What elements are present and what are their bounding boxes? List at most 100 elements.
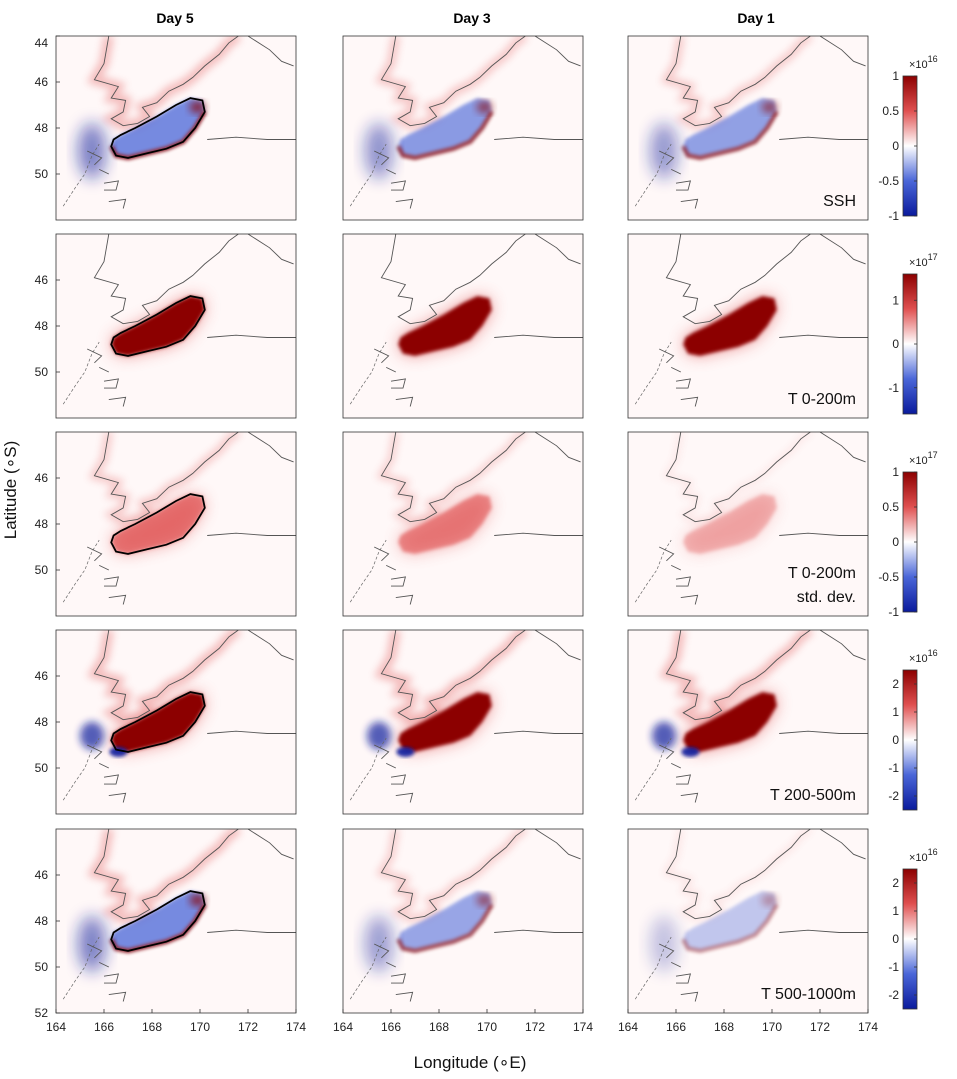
island-outline bbox=[395, 198, 414, 209]
colorbar-row-4: ×1016 2 1 0 -1 -2 bbox=[888, 648, 938, 811]
coastline bbox=[819, 234, 866, 265]
island-outline bbox=[103, 378, 120, 389]
coastline bbox=[93, 630, 239, 721]
negative-anomaly bbox=[681, 746, 700, 757]
island-outline bbox=[87, 546, 103, 562]
x-tick-label: 172 bbox=[238, 1020, 258, 1034]
panel-frame bbox=[342, 629, 584, 815]
island-outline bbox=[680, 792, 699, 803]
x-tick-label: 164 bbox=[618, 1020, 638, 1034]
panel-frame bbox=[627, 828, 869, 1014]
plume-contour bbox=[110, 295, 206, 357]
island-outline bbox=[99, 762, 109, 769]
plume-core bbox=[398, 494, 492, 554]
field-layer bbox=[62, 432, 296, 605]
eastern-positive-anomaly bbox=[189, 894, 206, 907]
panel-frame bbox=[342, 233, 584, 419]
plume-contour bbox=[110, 890, 206, 952]
y-tick-label: 44 bbox=[35, 36, 49, 50]
island-outline bbox=[671, 168, 681, 175]
island-outline bbox=[374, 348, 390, 364]
coastline bbox=[93, 829, 239, 920]
colorbar-row-5: ×1016 2 1 0 -1 -2 bbox=[888, 847, 938, 1010]
island-outline bbox=[99, 168, 109, 175]
column-title-day-1: Day 1 bbox=[737, 10, 775, 26]
plume-negative bbox=[683, 891, 777, 951]
y-tick-label: 48 bbox=[35, 319, 49, 333]
island-outline bbox=[108, 198, 127, 209]
western-negative-anomaly bbox=[78, 916, 106, 972]
island-outline bbox=[374, 546, 390, 562]
field-layer bbox=[634, 36, 868, 209]
coastline bbox=[534, 234, 581, 265]
colorbar-tick-label: -1 bbox=[888, 605, 899, 619]
y-tick-label: 50 bbox=[35, 365, 49, 379]
panel-row-5-day-3: 164 166 168 170 172 174 bbox=[333, 828, 593, 1034]
eastern-positive-anomaly bbox=[761, 894, 778, 907]
coastline bbox=[819, 36, 866, 67]
island-outline bbox=[386, 168, 396, 175]
colorbar-tick-label: 2 bbox=[892, 876, 899, 890]
panel-row-5-day-1: 164 166 168 170 172 174 T 500-1000m bbox=[618, 828, 878, 1034]
island-outline bbox=[386, 762, 396, 769]
x-tick-label: 164 bbox=[46, 1020, 66, 1034]
coastline bbox=[93, 234, 239, 325]
x-tick-label: 172 bbox=[810, 1020, 830, 1034]
colorbar-tick-label: 0.5 bbox=[882, 104, 899, 118]
x-tick-label: 172 bbox=[525, 1020, 545, 1034]
plume-core bbox=[398, 692, 492, 752]
island-outline bbox=[659, 546, 675, 562]
coastline bbox=[93, 432, 239, 523]
coastline bbox=[380, 630, 526, 721]
coastline bbox=[380, 432, 526, 523]
colorbar-exponent: ×1017 bbox=[909, 252, 938, 269]
y-tick-label: 46 bbox=[35, 75, 49, 89]
shelf-contour bbox=[494, 730, 583, 734]
colorbar-exponent: ×1016 bbox=[909, 847, 938, 864]
field-layer bbox=[62, 829, 296, 1002]
shelf-contour bbox=[779, 730, 868, 734]
plume-negative bbox=[398, 98, 492, 158]
western-negative-anomaly bbox=[650, 916, 678, 972]
island-outline bbox=[675, 576, 692, 587]
x-tick-label: 166 bbox=[94, 1020, 114, 1034]
shelf-contour bbox=[494, 532, 583, 536]
island-outline bbox=[390, 576, 407, 587]
field-layer bbox=[634, 829, 868, 1002]
island-outline bbox=[386, 961, 396, 968]
panel-row-3-day-1: T 0-200m std. dev. bbox=[627, 431, 869, 617]
colorbar-tick-label: -1 bbox=[888, 761, 899, 775]
island-outline bbox=[675, 774, 692, 785]
eastern-positive-anomaly bbox=[761, 101, 778, 114]
island-outline bbox=[99, 366, 109, 373]
eastern-positive-anomaly bbox=[189, 101, 206, 114]
colorbar-tick-label: 0.5 bbox=[882, 500, 899, 514]
shelf-contour bbox=[779, 929, 868, 933]
field-layer bbox=[62, 630, 296, 803]
coastline bbox=[380, 234, 526, 325]
plume-core bbox=[111, 692, 205, 752]
island-outline bbox=[675, 378, 692, 389]
colorbar-tick-label: -1 bbox=[888, 960, 899, 974]
island-outline bbox=[390, 973, 407, 984]
field-layer bbox=[349, 36, 583, 209]
island-outline bbox=[395, 792, 414, 803]
plume-negative bbox=[683, 98, 777, 158]
island-outline bbox=[680, 198, 699, 209]
island-outline bbox=[395, 991, 414, 1002]
island-outline bbox=[87, 744, 103, 760]
colorbar-tick-label: -0.5 bbox=[878, 570, 899, 584]
coastline bbox=[819, 829, 866, 860]
field-layer bbox=[349, 630, 583, 803]
x-tick-label: 168 bbox=[714, 1020, 734, 1034]
colorbar-tick-label: 0 bbox=[892, 733, 899, 747]
x-tick-label: 170 bbox=[477, 1020, 497, 1034]
island-outline bbox=[108, 594, 127, 605]
shelf-contour bbox=[494, 929, 583, 933]
panel-row-4-day-1: T 200-500m bbox=[627, 629, 869, 815]
island-outline bbox=[108, 396, 127, 407]
panel-variable-label: T 0-200m bbox=[788, 565, 856, 582]
panel-variable-label: T 500-1000m bbox=[761, 986, 856, 1003]
island-outline bbox=[659, 150, 675, 166]
island-outline bbox=[99, 961, 109, 968]
